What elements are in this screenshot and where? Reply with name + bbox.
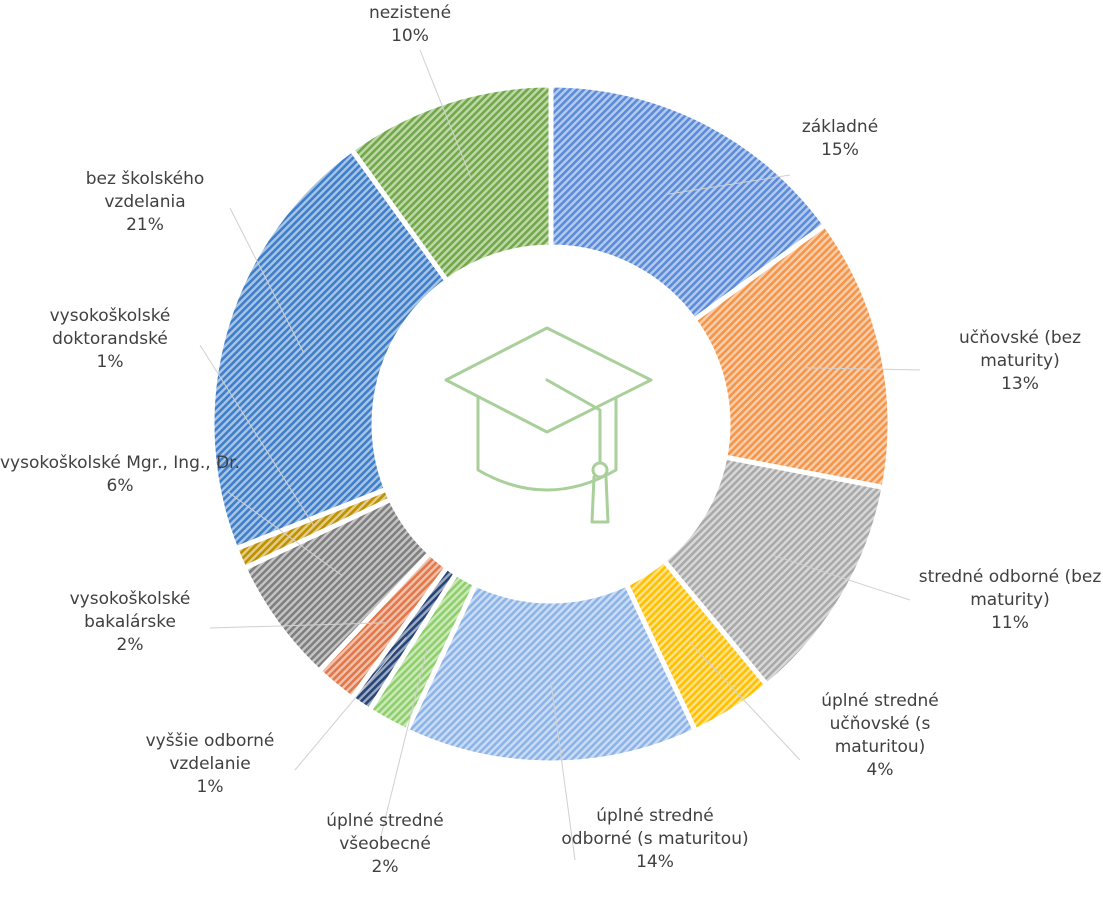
- category-name: vysokoškolské Mgr., Ing., Dr.: [0, 453, 241, 473]
- value-label: 14%: [636, 852, 674, 872]
- value-label: 1%: [196, 777, 224, 797]
- category-name: nezistené: [368, 3, 452, 23]
- leader-line: [379, 649, 428, 841]
- category-name: stredné odborné (bez maturity): [918, 567, 1102, 610]
- value-label: 2%: [116, 635, 144, 655]
- category-name: vysokoškolské doktorandské: [49, 306, 171, 349]
- category-name: vyššie odborné vzdelanie: [145, 731, 275, 774]
- donut-slice: [403, 580, 699, 766]
- value-label: 13%: [1001, 374, 1039, 394]
- leader-line: [688, 641, 801, 761]
- leader-line: [209, 622, 387, 629]
- donut-slice: [690, 221, 893, 491]
- slice-label: úplné stredné odborné (s maturitou) 14%: [560, 805, 750, 874]
- leader-line: [772, 554, 911, 601]
- category-name: bez školského vzdelania: [85, 169, 205, 212]
- category-name: úplné stredné odborné (s maturitou): [561, 806, 749, 849]
- value-label: 11%: [991, 613, 1029, 633]
- leader-line: [802, 367, 921, 371]
- category-name: učňovské (bez maturity): [958, 328, 1082, 371]
- leader-line: [199, 344, 315, 527]
- donut-slice: [209, 146, 451, 553]
- leader-line: [294, 637, 407, 771]
- value-label: 10%: [391, 26, 429, 46]
- leader-line: [227, 491, 343, 577]
- leader-line: [229, 207, 304, 353]
- slice-label: učňovské (bez maturity) 13%: [930, 327, 1103, 396]
- slice-label: úplné stredné všeobecné 2%: [290, 810, 480, 879]
- value-label: 21%: [126, 215, 164, 235]
- category-name: základné: [801, 117, 879, 137]
- value-label: 4%: [866, 760, 894, 780]
- slice-label: bez školského vzdelania 21%: [50, 168, 240, 237]
- leader-line: [419, 49, 472, 179]
- slice-label: vysokoškolské Mgr., Ing., Dr. 6%: [0, 452, 240, 498]
- slice-label: úplné stredné učňovské (s maturitou) 4%: [790, 690, 970, 782]
- leader-line: [550, 681, 576, 861]
- category-name: úplné stredné všeobecné: [326, 811, 444, 854]
- slice-label: stredné odborné (bez maturity) 11%: [900, 566, 1103, 635]
- value-label: 6%: [106, 476, 134, 496]
- value-label: 2%: [371, 857, 399, 877]
- value-label: 15%: [821, 140, 859, 160]
- donut-slice: [548, 82, 829, 324]
- leader-line: [668, 174, 791, 195]
- graduation-cap-icon: [444, 326, 653, 524]
- donut-slice: [348, 82, 554, 285]
- slice-label: vysokoškolské doktorandské 1%: [10, 305, 210, 374]
- value-label: 1%: [96, 352, 124, 372]
- slice-label: nezistené 10%: [330, 2, 490, 48]
- slice-label: základné 15%: [760, 116, 920, 162]
- category-name: úplné stredné učňovské (s maturitou): [821, 691, 939, 757]
- category-name: vysokoškolské bakalárske: [69, 589, 191, 632]
- slice-label: vyššie odborné vzdelanie 1%: [110, 730, 310, 799]
- slice-label: vysokoškolské bakalárske 2%: [30, 588, 230, 657]
